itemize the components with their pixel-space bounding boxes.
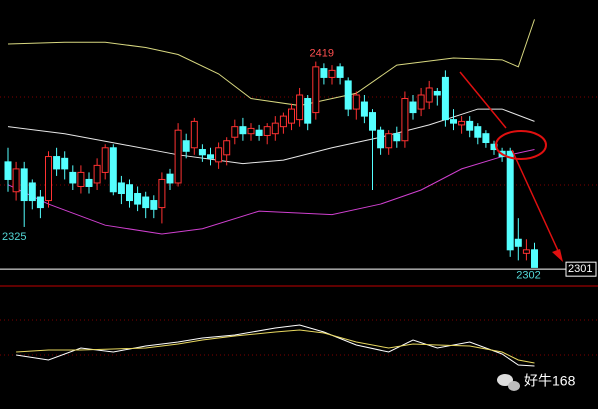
candle-body [174, 129, 182, 184]
candle-body [328, 69, 336, 78]
candle-body [474, 126, 482, 138]
candle-body [320, 68, 328, 78]
candle-body [393, 133, 401, 142]
candle-body [522, 249, 530, 254]
candle-body [336, 66, 344, 78]
candle-body [425, 87, 433, 103]
candle-body [134, 193, 142, 205]
candle-body [85, 178, 93, 187]
candle-body [514, 238, 522, 247]
candle-body [190, 120, 198, 149]
candle-body [263, 126, 271, 136]
candle-body [409, 101, 417, 114]
watermark: 好牛168 [524, 373, 576, 389]
candle-body [441, 76, 449, 121]
candle-body [117, 182, 125, 195]
candle-body [531, 249, 538, 268]
candle-body [344, 80, 352, 110]
candle-body [247, 127, 255, 135]
candle-body [450, 119, 457, 124]
price-box [565, 261, 597, 277]
candle-body [458, 120, 466, 126]
candle-body [45, 156, 52, 202]
low-label: 2325 [2, 231, 26, 243]
low-label: 2302 [516, 269, 540, 281]
candle-body [142, 196, 150, 209]
candle-body [101, 147, 109, 173]
candle-body [239, 126, 247, 135]
candle-body [466, 120, 474, 131]
candle-body [166, 173, 174, 184]
candle-body [369, 112, 376, 131]
arrow-head [552, 249, 563, 262]
candle-body [296, 94, 304, 121]
candle-body [126, 184, 133, 202]
candle-body [61, 157, 69, 170]
candle-body [223, 140, 231, 156]
candle-body [231, 126, 239, 138]
candle-body [279, 115, 287, 128]
candle-body [385, 133, 393, 149]
trend-arrow [459, 71, 507, 129]
candle-body [182, 140, 190, 152]
candle-body [288, 108, 295, 124]
candle-body [271, 122, 279, 135]
watermark-icon [497, 374, 520, 391]
candle-body [150, 200, 158, 210]
candle-body [36, 196, 44, 209]
candle-body [352, 94, 360, 110]
candle-body [304, 98, 312, 124]
candle-body [20, 168, 28, 202]
candle-body [93, 164, 101, 184]
candle-body [312, 66, 320, 114]
candle-body [158, 178, 166, 209]
candle-body [215, 147, 223, 163]
candle-body [401, 98, 409, 142]
candle-body [417, 94, 425, 110]
candle-body [506, 150, 514, 251]
line [16, 324, 535, 367]
trend-arrow [511, 149, 561, 256]
candle-body [4, 161, 12, 180]
price-label: 2301 [568, 263, 592, 275]
candle-body [69, 171, 77, 184]
candle-body [109, 147, 117, 193]
candle-body [198, 149, 206, 156]
line [16, 329, 535, 364]
candle-body [12, 168, 20, 193]
candle-body [207, 154, 214, 159]
high-label: 2419 [310, 47, 334, 59]
candle-body [433, 90, 441, 96]
line [7, 108, 535, 165]
candle-body [53, 156, 61, 170]
candle-body [482, 133, 490, 144]
line [7, 149, 535, 235]
line [7, 19, 535, 107]
candle-body [28, 182, 36, 202]
candle-body [255, 129, 263, 136]
candle-body [360, 101, 368, 117]
candle-body [377, 129, 385, 149]
highlight-ellipse [495, 130, 547, 160]
candle-body [77, 171, 85, 187]
